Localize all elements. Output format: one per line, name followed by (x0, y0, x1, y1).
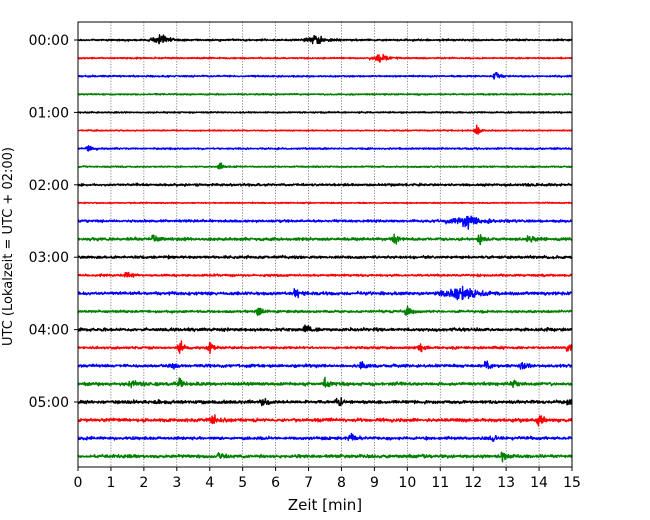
x-tick-label: 4 (205, 475, 214, 491)
y-axis-label: UTC (Lokalzeit = UTC + 02:00) (1, 147, 16, 346)
x-tick-label: 6 (271, 475, 280, 491)
trace-0145 (77, 162, 573, 170)
x-tick-label: 2 (139, 475, 148, 491)
y-tick-label: 00:00 (29, 33, 69, 49)
trace-0030 (77, 71, 573, 80)
y-tick-label: 02:00 (29, 178, 69, 194)
trace-0515 (77, 414, 573, 427)
trace-0200 (77, 182, 573, 187)
trace-0415 (77, 340, 573, 355)
trace-0315 (77, 271, 573, 278)
plot-frame (77, 21, 573, 468)
trace-0115 (77, 124, 573, 135)
trace-0045 (77, 92, 573, 96)
trace-0015 (77, 53, 573, 63)
y-tick-label: 01:00 (29, 105, 69, 121)
x-tick-label: 12 (464, 475, 482, 491)
trace-0445 (77, 376, 573, 389)
x-axis-label: Zeit [min] (288, 496, 362, 514)
x-tick-label: 3 (172, 475, 181, 491)
trace-0230 (77, 215, 573, 230)
seismogram-traces (77, 34, 573, 463)
y-tick-label: 05:00 (29, 395, 69, 411)
x-tick-label: 7 (304, 475, 313, 491)
trace-0330 (77, 285, 573, 301)
trace-0545 (77, 451, 573, 463)
x-tick-label: 15 (563, 475, 581, 491)
trace-0100 (77, 110, 573, 115)
trace-0500 (77, 396, 573, 407)
trace-0130 (77, 145, 573, 152)
trace-0000 (77, 34, 573, 45)
trace-0245 (77, 233, 573, 246)
trace-0215 (77, 201, 573, 205)
x-tick-label: 14 (530, 475, 548, 491)
x-tick-label: 11 (431, 475, 449, 491)
x-tick-label: 1 (106, 475, 115, 491)
x-axis-ticks: 0 1 2 3 4 5 6 7 8 9 10 11 12 13 14 15 (74, 467, 581, 491)
x-tick-label: 13 (497, 475, 515, 491)
trace-0400 (77, 324, 573, 333)
vertical-grid (110, 22, 540, 467)
y-axis-ticks: 00:00 01:00 02:00 03:00 04:00 05:00 (29, 33, 78, 411)
trace-0300 (77, 254, 573, 260)
trace-0430 (77, 360, 573, 370)
x-tick-label: 0 (74, 475, 83, 491)
x-tick-label: 8 (337, 475, 346, 491)
x-tick-label: 9 (370, 475, 379, 491)
y-tick-label: 04:00 (29, 323, 69, 339)
trace-0345 (77, 305, 573, 316)
x-tick-label: 10 (398, 475, 416, 491)
x-tick-label: 5 (238, 475, 247, 491)
y-tick-label: 03:00 (29, 250, 69, 266)
trace-0530 (77, 432, 573, 443)
